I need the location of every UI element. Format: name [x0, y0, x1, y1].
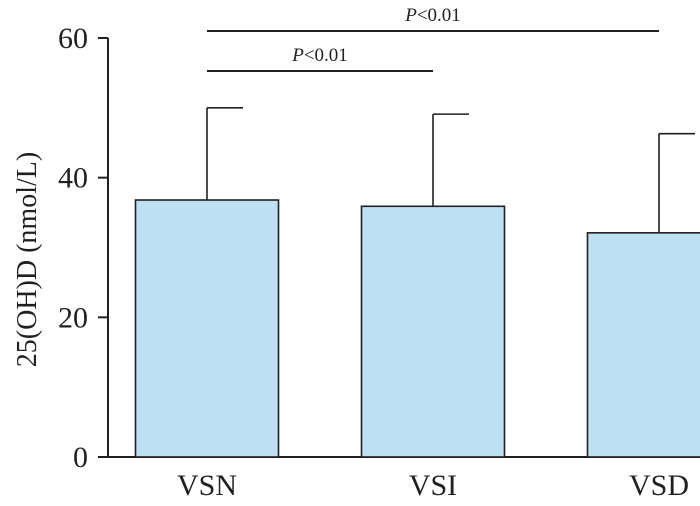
p-symbol: P: [404, 5, 417, 26]
y-axis-title: 25(OH)D (nmol/L): [12, 152, 43, 367]
bar-vsi: [360, 205, 506, 458]
x-tick-label: VSD: [629, 469, 689, 502]
x-tick-label: VSI: [409, 469, 457, 502]
significance-label: P<0.01: [404, 5, 461, 26]
bar-vsd: [586, 232, 700, 458]
significance-label: P<0.01: [291, 45, 348, 66]
y-tick-label: 20: [58, 301, 88, 334]
y-tick-label: 0: [73, 441, 88, 474]
y-tick-label: 60: [58, 22, 88, 55]
p-symbol: P: [291, 45, 304, 66]
p-value: <0.01: [417, 5, 461, 26]
bar-vsn: [134, 199, 280, 458]
y-tick-label: 40: [58, 162, 88, 195]
p-value: <0.01: [304, 45, 348, 66]
x-tick-label: VSN: [177, 469, 237, 502]
